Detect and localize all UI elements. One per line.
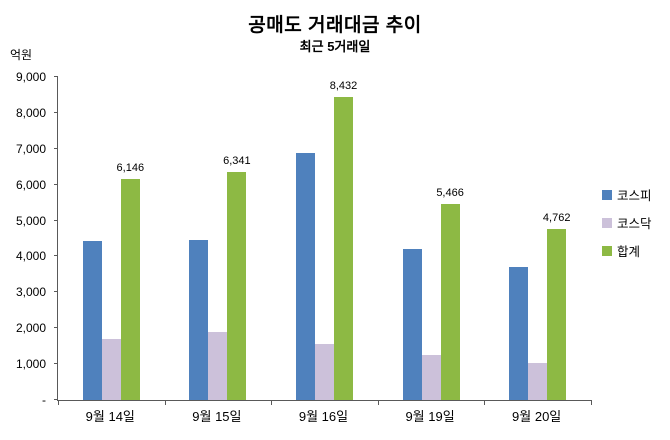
y-tick-label: 9,000: [15, 70, 46, 84]
y-axis-tick: [54, 76, 58, 77]
y-tick-label: 7,000: [15, 141, 46, 156]
bar-합계: 4,762: [543, 212, 570, 400]
y-axis-tick: [54, 255, 58, 257]
y-axis-tick: [54, 327, 58, 329]
bar-value-label: 5,466: [436, 186, 464, 199]
x-tick-label: 9월 15일: [192, 409, 242, 424]
y-axis-tick: [54, 399, 58, 400]
legend-item: 코스피: [602, 185, 652, 204]
y-tick-label: -: [42, 393, 46, 407]
bar-코스닥: [421, 354, 441, 400]
bar-value-label: 8,432: [329, 80, 358, 93]
bar-합계: 6,146: [117, 162, 144, 400]
x-axis-tick: [164, 400, 166, 405]
bar-합계: 6,341: [223, 155, 251, 400]
y-axis-tick: [54, 147, 58, 149]
bar-코스피: [189, 240, 209, 400]
x-tick-label: 9월 14일: [85, 409, 135, 424]
y-axis-tick: [54, 111, 58, 113]
y-axis: - 1,000 2,000 3,000 4,000 5,000 6,000 7,000 8,00…: [0, 71, 50, 406]
x-axis-tick: [58, 400, 59, 405]
bar-value-label: 6,341: [223, 155, 251, 168]
x-axis-tick: [484, 400, 486, 405]
y-axis-tick: [54, 183, 58, 185]
bar-group: 8,432: [271, 77, 378, 400]
y-axis-tick: [54, 363, 58, 365]
y-tick-label: 3,000: [15, 285, 46, 300]
bar-value-label: 4,762: [542, 212, 571, 225]
legend-item: 코스닥: [602, 213, 652, 232]
legend-label: 코스닥: [617, 217, 652, 231]
legend-swatch-icon: [602, 245, 612, 256]
bar-합계: 8,432: [330, 80, 357, 400]
bar-group: 6,146: [58, 77, 165, 400]
bar-코스닥: [101, 338, 121, 400]
bar-group: 4,762: [484, 77, 591, 400]
legend-swatch-icon: [602, 189, 612, 200]
y-axis-unit-label: 억원: [10, 48, 33, 62]
legend-label: 합계: [617, 245, 641, 259]
chart-title: 공매도 거래대금 추이: [248, 15, 422, 36]
y-tick-label: 1,000: [15, 357, 46, 372]
legend-swatch-icon: [602, 217, 612, 228]
bar-코스닥: [528, 362, 548, 400]
y-tick-label: 6,000: [15, 177, 46, 192]
bar-group: 6,341: [165, 77, 272, 400]
y-tick-label: 8,000: [15, 105, 46, 120]
y-tick-label: 5,000: [15, 213, 46, 228]
y-tick-label: 2,000: [15, 321, 46, 336]
legend-item: 합계: [602, 241, 652, 260]
chart-subtitle: 최근 5거래일: [299, 39, 371, 54]
bar-합계: 5,466: [436, 187, 464, 400]
x-axis-tick: [591, 400, 592, 405]
plot-area: 6,146 6,341 8,432 5,466 4,762: [54, 76, 592, 405]
x-tick-label: 9월 19일: [405, 409, 455, 424]
bar-코스피: [509, 266, 529, 400]
x-axis-tick: [377, 400, 379, 405]
bar-코스피: [82, 240, 102, 400]
bar-value-label: 6,146: [116, 162, 145, 175]
bar-group: 5,466: [378, 77, 485, 400]
bar-코스피: [295, 153, 315, 400]
bar-코스닥: [314, 343, 334, 400]
x-tick-label: 9월 20일: [512, 409, 562, 424]
x-axis-tick: [271, 400, 273, 405]
bar-코스닥: [208, 332, 228, 400]
x-tick-label: 9월 16일: [298, 409, 349, 424]
y-axis-tick: [54, 219, 58, 221]
y-tick-label: 4,000: [15, 249, 46, 264]
y-axis-tick: [54, 291, 58, 293]
legend-label: 코스피: [617, 189, 652, 203]
x-axis: 9월 14일 9월 15일 9월 16일 9월 19일 9월 20일: [57, 406, 590, 425]
bar-코스피: [402, 249, 422, 400]
